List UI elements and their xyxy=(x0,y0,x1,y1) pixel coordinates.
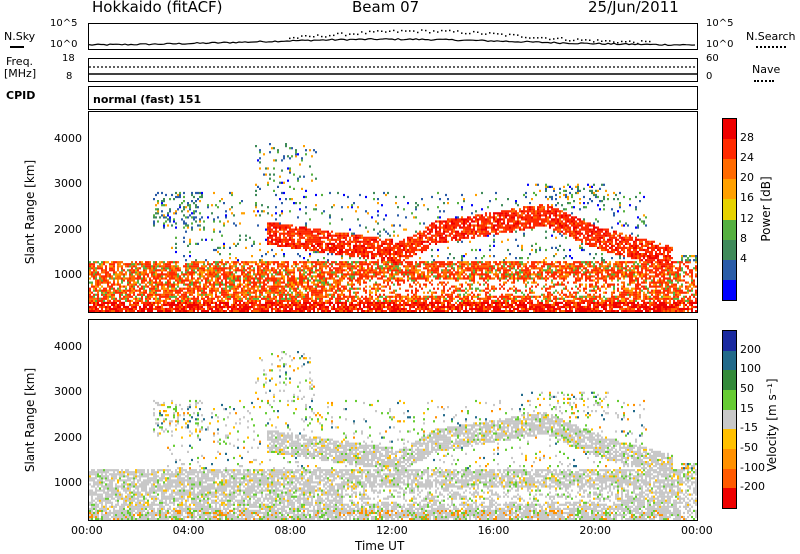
y-tick-label: 3000 xyxy=(54,177,82,191)
colorbar-segment xyxy=(723,409,736,430)
x-axis-label: Time UT xyxy=(355,539,405,553)
colorbar-segment xyxy=(723,179,736,200)
power-panel xyxy=(88,111,698,313)
power-colorbar xyxy=(722,118,737,301)
nave-tick-bottom: 0 xyxy=(706,71,713,82)
nave-legend-line xyxy=(754,80,774,82)
beam-title: Beam 07 xyxy=(352,0,420,16)
freq-tick-bottom: 8 xyxy=(66,71,73,82)
x-tick-label: 00:00 xyxy=(681,524,713,537)
nsky-tick-top: 10^5 xyxy=(50,18,78,29)
velocity-colorbar xyxy=(722,330,737,509)
freq-tick-top: 18 xyxy=(62,53,75,64)
colorbar-segment xyxy=(723,429,736,450)
power-colorbar-tick: 4 xyxy=(740,251,747,265)
colorbar-segment xyxy=(723,239,736,261)
freq-nave-trace xyxy=(89,66,697,75)
colorbar-segment xyxy=(723,468,736,489)
colorbar-segment xyxy=(723,331,736,352)
cpid-text: normal (fast) 151 xyxy=(93,93,202,106)
colorbar-segment xyxy=(723,259,736,281)
nsky-trace xyxy=(89,29,696,47)
x-tick-label: 04:00 xyxy=(172,524,205,537)
colorbar-segment xyxy=(723,139,736,160)
y-tick-label: 2000 xyxy=(54,222,82,236)
nsky-legend-line xyxy=(10,46,24,48)
freq-unit: [MHz] xyxy=(4,67,37,80)
colorbar-segment xyxy=(723,390,736,411)
velocity-panel xyxy=(88,319,698,521)
colorbar-segment xyxy=(723,488,736,509)
x-tick-label: 00:00 xyxy=(71,524,103,537)
colorbar-segment xyxy=(723,219,736,241)
nave-label: Nave xyxy=(752,63,781,76)
freq-panel xyxy=(88,58,698,82)
x-tick-label: 16:00 xyxy=(477,524,510,537)
nsky-tick-bottom: 10^0 xyxy=(50,39,78,50)
velocity-colorbar-tick: -100 xyxy=(740,460,765,474)
nsearch-label: N.Search xyxy=(746,30,796,43)
velocity-colorbar-tick: -50 xyxy=(740,441,758,454)
colorbar-segment xyxy=(723,199,736,221)
velocity-colorbar-label: Velocity [m s⁻¹] xyxy=(765,378,779,472)
power-colorbar-tick: 12 xyxy=(740,211,754,225)
cpid-label: CPID xyxy=(6,89,36,102)
nsearch-tick-bottom: 10^0 xyxy=(706,39,734,50)
power-heatmap xyxy=(89,143,697,312)
y-tick-label: 1000 xyxy=(54,475,82,489)
y-tick-label: 4000 xyxy=(54,132,82,146)
power-colorbar-tick: 16 xyxy=(740,191,754,205)
colorbar-segment xyxy=(723,159,736,180)
colorbar-segment xyxy=(723,279,736,301)
cpid-panel: normal (fast) 151 xyxy=(88,86,698,110)
x-tick-label: 20:00 xyxy=(579,524,612,537)
power-colorbar-tick: 28 xyxy=(740,131,754,145)
nsearch-legend-line xyxy=(756,46,786,48)
colorbar-segment xyxy=(723,370,736,391)
y-tick-label: 2000 xyxy=(54,430,82,444)
velocity-colorbar-tick: 15 xyxy=(740,401,754,415)
power-colorbar-tick: 24 xyxy=(740,151,754,165)
y-tick-label: 4000 xyxy=(54,340,82,354)
colorbar-segment xyxy=(723,119,736,140)
power-colorbar-label: Power [dB] xyxy=(759,176,773,242)
velocity-ylabel: Slant Range [km] xyxy=(23,367,37,473)
x-tick-label: 12:00 xyxy=(376,524,408,537)
nsky-label: N.Sky xyxy=(4,30,36,43)
station-title: Hokkaido (fitACF) xyxy=(92,0,223,16)
velocity-colorbar-tick: 200 xyxy=(740,342,761,356)
date-title: 25/Jun/2011 xyxy=(588,0,679,16)
y-tick-label: 3000 xyxy=(54,385,82,399)
velocity-colorbar-tick: 100 xyxy=(740,362,761,376)
nsky-panel xyxy=(88,23,698,50)
freq-label: Freq. xyxy=(6,55,34,68)
power-ylabel: Slant Range [km] xyxy=(23,159,37,265)
x-tick-label: 08:00 xyxy=(274,524,307,537)
velocity-colorbar-tick: 50 xyxy=(740,382,754,395)
velocity-colorbar-tick: -200 xyxy=(740,480,765,494)
nsearch-tick-top: 10^5 xyxy=(706,18,734,29)
velocity-heatmap xyxy=(89,351,697,520)
power-colorbar-tick: 8 xyxy=(740,231,747,245)
colorbar-segment xyxy=(723,350,736,371)
y-tick-label: 1000 xyxy=(54,267,82,281)
power-colorbar-tick: 20 xyxy=(740,171,754,185)
nave-tick-top: 60 xyxy=(706,53,719,64)
velocity-colorbar-tick: -15 xyxy=(740,421,758,435)
colorbar-segment xyxy=(723,449,736,470)
